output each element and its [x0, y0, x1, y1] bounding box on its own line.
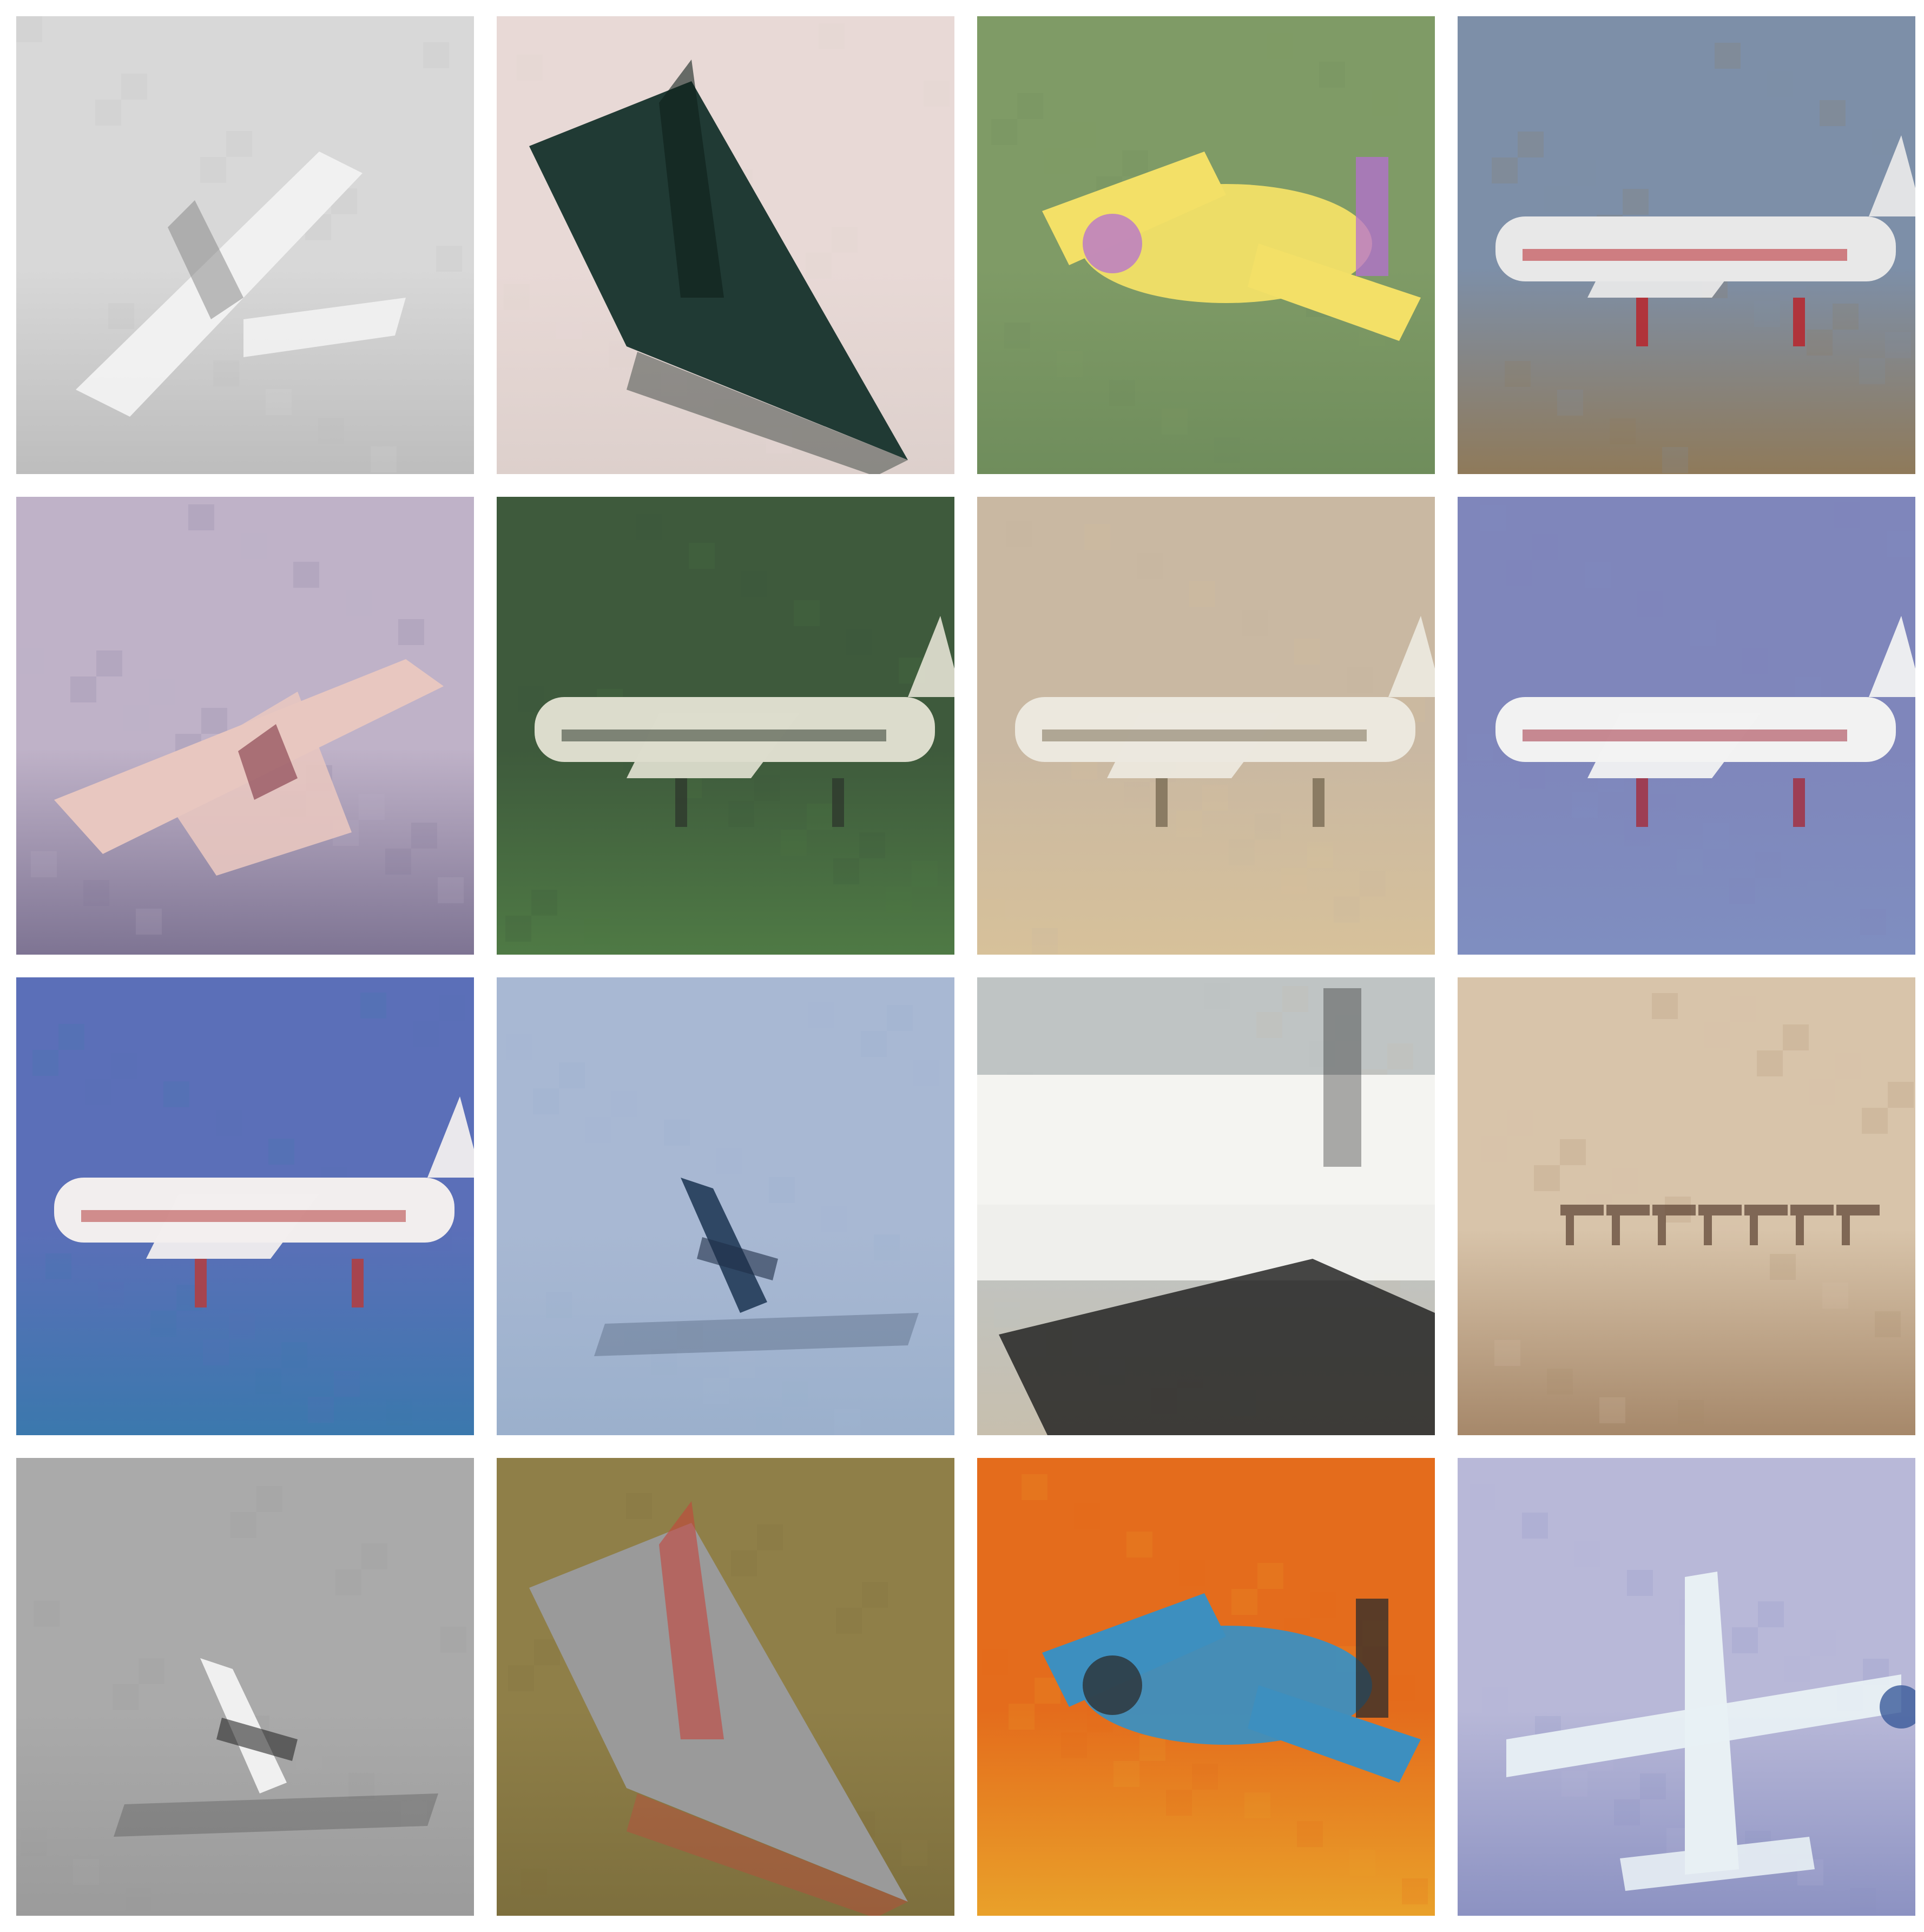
airplane-photo — [977, 497, 1435, 955]
image-tile — [16, 1458, 474, 1916]
airplane-photo — [16, 497, 474, 955]
airplane-photo — [16, 16, 474, 474]
image-tile — [977, 977, 1435, 1435]
image-tile — [1458, 16, 1915, 474]
airplane-photo — [1458, 497, 1915, 955]
airplane-photo — [977, 1458, 1435, 1916]
image-tile — [16, 16, 474, 474]
airplane-photo — [497, 977, 954, 1435]
airplane-photo — [977, 16, 1435, 474]
airplane-photo — [977, 977, 1435, 1435]
airplane-photo — [1458, 977, 1915, 1435]
airplane-photo — [1458, 16, 1915, 474]
image-tile — [497, 16, 954, 474]
image-tile — [977, 497, 1435, 955]
image-tile — [977, 16, 1435, 474]
airplane-photo — [497, 1458, 954, 1916]
airplane-photo — [16, 1458, 474, 1916]
image-tile — [16, 497, 474, 955]
image-tile — [1458, 977, 1915, 1435]
airplane-photo — [497, 497, 954, 955]
image-tile — [1458, 497, 1915, 955]
image-tile — [1458, 1458, 1915, 1916]
image-tile — [497, 497, 954, 955]
airplane-photo — [497, 16, 954, 474]
image-tile — [497, 977, 954, 1435]
image-tile — [16, 977, 474, 1435]
image-tile — [977, 1458, 1435, 1916]
image-tile — [497, 1458, 954, 1916]
airplane-photo — [1458, 1458, 1915, 1916]
airplane-photo — [16, 977, 474, 1435]
